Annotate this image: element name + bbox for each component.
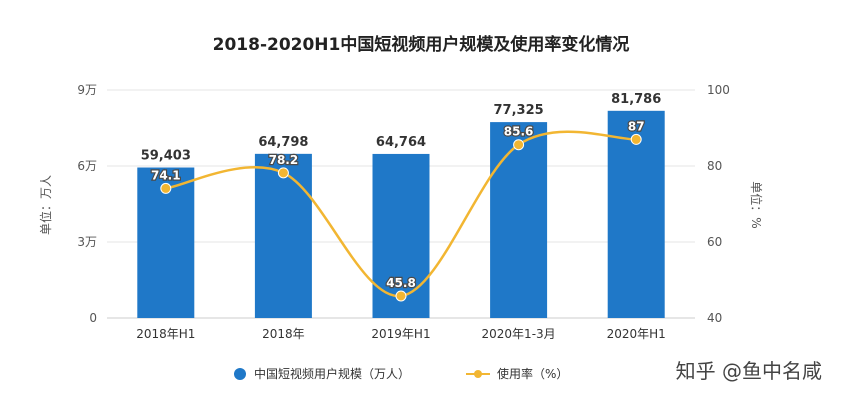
y-left-tick-label: 3万 (77, 235, 97, 249)
bar-value-labels: 59,403 64,798 64,764 77,325 81,786 (141, 92, 662, 164)
y-right-tick-label: 40 (707, 311, 722, 325)
line-point (513, 139, 525, 151)
x-tick-label: 2019年H1 (371, 327, 430, 341)
bar (254, 153, 312, 318)
line-series (160, 130, 642, 302)
chart-title: 2018-2020H1中国短视频用户规模及使用率变化情况 (213, 34, 630, 55)
bar-value-label: 81,786 (611, 92, 661, 107)
line-value-label: 87 (628, 119, 645, 133)
y-axis-left-label: 单位：万人 (38, 175, 53, 235)
line-point (160, 182, 172, 194)
y-axis-left-ticks: 0 3万 6万 9万 (77, 83, 97, 325)
legend-bar-label: 中国短视频用户规模（万人） (254, 366, 410, 381)
x-tick-label: 2020年H1 (607, 327, 666, 341)
y-left-tick-label: 0 (89, 311, 97, 325)
bar-value-label: 64,764 (376, 135, 426, 150)
y-axis-right-ticks: 40 60 80 100 (707, 83, 730, 325)
line-value-label: 74.1 (151, 168, 181, 182)
line-value-label: 45.8 (386, 276, 416, 290)
watermark: 知乎 @鱼中名咸 (676, 359, 822, 383)
line-value-label: 78.2 (269, 153, 299, 167)
line-value-labels: 74.1 78.2 45.8 85.6 87 (150, 118, 646, 291)
line-point (630, 133, 642, 145)
bar (607, 110, 665, 318)
bar (490, 122, 548, 318)
legend-bar-marker (234, 368, 246, 380)
y-left-tick-label: 9万 (77, 83, 97, 97)
y-right-tick-label: 60 (707, 235, 722, 249)
y-right-tick-label: 100 (707, 83, 730, 97)
line-value-label: 85.6 (504, 125, 534, 139)
x-tick-label: 2020年1-3月 (482, 327, 556, 341)
legend-line-dot (474, 370, 482, 378)
y-left-tick-label: 6万 (77, 159, 97, 173)
y-axis-right-label: 单位：% (749, 181, 764, 228)
x-axis-ticks: 2018年H1 2018年 2019年H1 2020年1-3月 2020年H1 (136, 327, 666, 341)
legend: 中国短视频用户规模（万人） 使用率（%） (234, 366, 568, 381)
x-tick-label: 2018年 (262, 327, 305, 341)
bar-value-label: 77,325 (494, 103, 544, 118)
bar-value-label: 59,403 (141, 149, 191, 164)
line-point (277, 167, 289, 179)
bar-value-label: 64,798 (258, 135, 308, 150)
y-right-tick-label: 80 (707, 159, 722, 173)
x-tick-label: 2018年H1 (136, 327, 195, 341)
legend-line-label: 使用率（%） (497, 366, 568, 381)
line-point (395, 290, 407, 302)
